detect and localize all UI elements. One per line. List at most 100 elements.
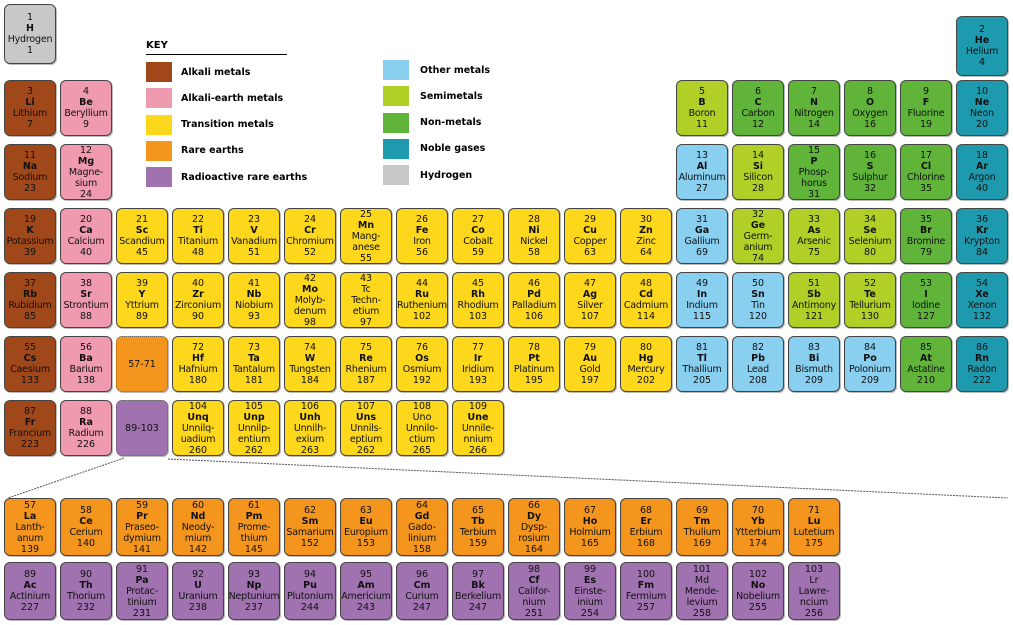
element-cell-np[interactable]: 93 Np Neptunium 237 xyxy=(228,562,280,620)
element-cell-co[interactable]: 27 Co Cobalt 59 xyxy=(452,208,504,264)
element-cell-hg[interactable]: 80 Hg Mercury 202 xyxy=(620,336,672,392)
element-cell-fe[interactable]: 26 Fe Iron 56 xyxy=(396,208,448,264)
element-cell-cd[interactable]: 48 Cd Cadmium 114 xyxy=(620,272,672,328)
element-cell-w[interactable]: 74 W Tungsten 184 xyxy=(284,336,336,392)
element-cell-o[interactable]: 8 O Oxygen 16 xyxy=(844,80,896,136)
element-cell-xe[interactable]: 54 Xe Xenon 132 xyxy=(956,272,1008,328)
element-cell-gd[interactable]: 64 Gd Gado- linium 158 xyxy=(396,498,448,556)
element-cell-kr[interactable]: 36 Kr Krypton 84 xyxy=(956,208,1008,264)
element-cell-te[interactable]: 52 Te Tellurium 130 xyxy=(844,272,896,328)
element-cell-ru[interactable]: 44 Ru Ruthenium 102 xyxy=(396,272,448,328)
element-cell-th[interactable]: 90 Th Thorium 232 xyxy=(60,562,112,620)
element-cell-au[interactable]: 79 Au Gold 197 xyxy=(564,336,616,392)
element-cell-cl[interactable]: 17 Cl Chlorine 35 xyxy=(900,144,952,200)
element-cell-i[interactable]: 53 I Iodine 127 xyxy=(900,272,952,328)
element-cell-tl[interactable]: 81 Tl Thallium 205 xyxy=(676,336,728,392)
element-cell-cu[interactable]: 29 Cu Copper 63 xyxy=(564,208,616,264)
element-cell-ag[interactable]: 47 Ag Silver 107 xyxy=(564,272,616,328)
element-cell-eu[interactable]: 63 Eu Europium 153 xyxy=(340,498,392,556)
element-cell-pu[interactable]: 94 Pu Plutonium 244 xyxy=(284,562,336,620)
element-cell-pr[interactable]: 59 Pr Praseo- dymium 141 xyxy=(116,498,168,556)
element-cell-mo[interactable]: 42 Mo Molyb- denum 98 xyxy=(284,272,336,328)
series-placeholder-57-71[interactable]: 57-71 xyxy=(116,336,168,392)
element-cell-mn[interactable]: 25 Mn Mang- anese 55 xyxy=(340,208,392,264)
element-cell-zn[interactable]: 30 Zn Zinc 64 xyxy=(620,208,672,264)
element-cell-bi[interactable]: 83 Bi Bismuth 209 xyxy=(788,336,840,392)
element-cell-ne[interactable]: 10 Ne Neon 20 xyxy=(956,80,1008,136)
element-cell-u[interactable]: 92 U Uranium 238 xyxy=(172,562,224,620)
element-cell-in[interactable]: 49 In Indium 115 xyxy=(676,272,728,328)
element-cell-unh[interactable]: 106 Unh Unnilh- exium 263 xyxy=(284,400,336,456)
element-cell-hf[interactable]: 72 Hf Hafnium 180 xyxy=(172,336,224,392)
element-cell-ga[interactable]: 31 Ga Gallium 69 xyxy=(676,208,728,264)
element-cell-lu[interactable]: 71 Lu Lutetium 175 xyxy=(788,498,840,556)
element-cell-dy[interactable]: 66 Dy Dysp- rosium 164 xyxy=(508,498,560,556)
element-cell-uno[interactable]: 108 Uno Unnilo- ctium 265 xyxy=(396,400,448,456)
element-cell-na[interactable]: 11 Na Sodium 23 xyxy=(4,144,56,200)
element-cell-ho[interactable]: 67 Ho Holmium 165 xyxy=(564,498,616,556)
element-cell-y[interactable]: 39 Y Yttrium 89 xyxy=(116,272,168,328)
element-cell-md[interactable]: 101 Md Mende- levium 258 xyxy=(676,562,728,620)
series-placeholder-89-103[interactable]: 89-103 xyxy=(116,400,168,456)
element-cell-al[interactable]: 13 Al Aluminum 27 xyxy=(676,144,728,200)
element-cell-os[interactable]: 76 Os Osmium 192 xyxy=(396,336,448,392)
element-cell-pa[interactable]: 91 Pa Protac- tinium 231 xyxy=(116,562,168,620)
element-cell-nd[interactable]: 60 Nd Neody- mium 142 xyxy=(172,498,224,556)
element-cell-mg[interactable]: 12 Mg Magne- sium 24 xyxy=(60,144,112,200)
element-cell-ac[interactable]: 89 Ac Actinium 227 xyxy=(4,562,56,620)
element-cell-p[interactable]: 15 P Phosp- horus 31 xyxy=(788,144,840,200)
element-cell-pd[interactable]: 46 Pd Palladium 106 xyxy=(508,272,560,328)
element-cell-c[interactable]: 6 C Carbon 12 xyxy=(732,80,784,136)
element-cell-he[interactable]: 2 He Helium 4 xyxy=(956,16,1008,76)
element-cell-uns[interactable]: 107 Uns Unnils- eptium 262 xyxy=(340,400,392,456)
element-cell-fr[interactable]: 87 Fr Francium 223 xyxy=(4,400,56,456)
element-cell-unq[interactable]: 104 Unq Unnilq- uadium 260 xyxy=(172,400,224,456)
element-cell-ir[interactable]: 77 Ir Iridium 193 xyxy=(452,336,504,392)
element-cell-ca[interactable]: 20 Ca Calcium 40 xyxy=(60,208,112,264)
element-cell-ta[interactable]: 73 Ta Tantalum 181 xyxy=(228,336,280,392)
element-cell-br[interactable]: 35 Br Bromine 79 xyxy=(900,208,952,264)
element-cell-ra[interactable]: 88 Ra Radium 226 xyxy=(60,400,112,456)
element-cell-unp[interactable]: 105 Unp Unnilp- entium 262 xyxy=(228,400,280,456)
element-cell-zr[interactable]: 40 Zr Zirconium 90 xyxy=(172,272,224,328)
element-cell-tc[interactable]: 43 Tc Techn- etium 97 xyxy=(340,272,392,328)
element-cell-f[interactable]: 9 F Fluorine 19 xyxy=(900,80,952,136)
element-cell-bk[interactable]: 97 Bk Berkelium 247 xyxy=(452,562,504,620)
element-cell-cr[interactable]: 24 Cr Chromium 52 xyxy=(284,208,336,264)
element-cell-sr[interactable]: 38 Sr Strontium 88 xyxy=(60,272,112,328)
element-cell-ni[interactable]: 28 Ni Nickel 58 xyxy=(508,208,560,264)
element-cell-ge[interactable]: 32 Ge Germ- anium 74 xyxy=(732,208,784,264)
element-cell-cs[interactable]: 55 Cs Caesium 133 xyxy=(4,336,56,392)
element-cell-pb[interactable]: 82 Pb Lead 208 xyxy=(732,336,784,392)
element-cell-po[interactable]: 84 Po Polonium 209 xyxy=(844,336,896,392)
element-cell-sm[interactable]: 62 Sm Samarium 152 xyxy=(284,498,336,556)
element-cell-b[interactable]: 5 B Boron 11 xyxy=(676,80,728,136)
element-cell-tm[interactable]: 69 Tm Thulium 169 xyxy=(676,498,728,556)
element-cell-am[interactable]: 95 Am Americium 243 xyxy=(340,562,392,620)
element-cell-ti[interactable]: 22 Ti Titanium 48 xyxy=(172,208,224,264)
element-cell-ba[interactable]: 56 Ba Barium 138 xyxy=(60,336,112,392)
element-cell-la[interactable]: 57 La Lanth- anum 139 xyxy=(4,498,56,556)
element-cell-pt[interactable]: 78 Pt Platinum 195 xyxy=(508,336,560,392)
element-cell-ce[interactable]: 58 Ce Cerium 140 xyxy=(60,498,112,556)
element-cell-n[interactable]: 7 N Nitrogen 14 xyxy=(788,80,840,136)
element-cell-se[interactable]: 34 Se Selenium 80 xyxy=(844,208,896,264)
element-cell-cf[interactable]: 98 Cf Califor- nium 251 xyxy=(508,562,560,620)
element-cell-une[interactable]: 109 Une Unnile- nnium 266 xyxy=(452,400,504,456)
element-cell-cm[interactable]: 96 Cm Curium 247 xyxy=(396,562,448,620)
element-cell-rb[interactable]: 37 Rb Rubidium 85 xyxy=(4,272,56,328)
element-cell-lr[interactable]: 103 Lr Lawre- ncium 256 xyxy=(788,562,840,620)
element-cell-as[interactable]: 33 As Arsenic 75 xyxy=(788,208,840,264)
element-cell-li[interactable]: 3 Li Lithium 7 xyxy=(4,80,56,136)
element-cell-be[interactable]: 4 Be Beryllium 9 xyxy=(60,80,112,136)
element-cell-er[interactable]: 68 Er Erbium 168 xyxy=(620,498,672,556)
element-cell-tb[interactable]: 65 Tb Terbium 159 xyxy=(452,498,504,556)
element-cell-k[interactable]: 19 K Potassium 39 xyxy=(4,208,56,264)
element-cell-h[interactable]: 1 H Hydrogen 1 xyxy=(4,4,56,64)
element-cell-sc[interactable]: 21 Sc Scandium 45 xyxy=(116,208,168,264)
element-cell-no[interactable]: 102 No Nobelium 255 xyxy=(732,562,784,620)
element-cell-v[interactable]: 23 V Vanadium 51 xyxy=(228,208,280,264)
element-cell-nb[interactable]: 41 Nb Niobium 93 xyxy=(228,272,280,328)
element-cell-es[interactable]: 99 Es Einste- inium 254 xyxy=(564,562,616,620)
element-cell-si[interactable]: 14 Si Silicon 28 xyxy=(732,144,784,200)
